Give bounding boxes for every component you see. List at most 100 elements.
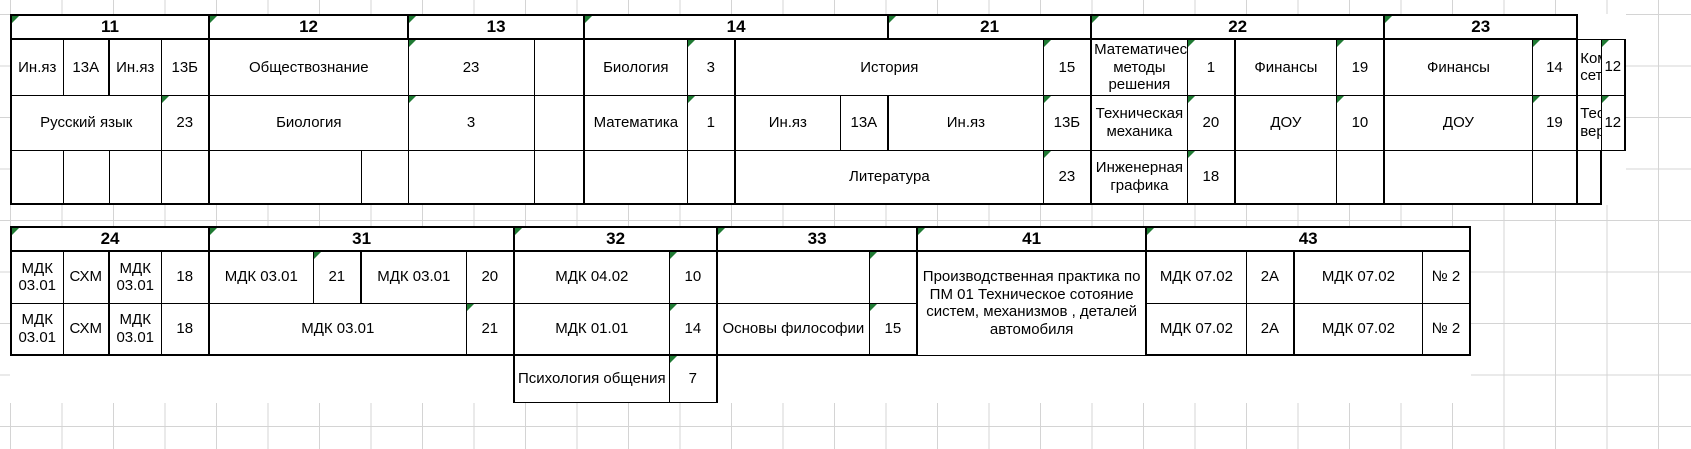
cell-empty[interactable] xyxy=(160,150,210,205)
cell-subject[interactable]: МДК 03.01 xyxy=(10,250,64,304)
cell-room[interactable]: 18 xyxy=(160,250,210,304)
cell-empty[interactable] xyxy=(208,150,362,205)
group-header-22[interactable]: 22 xyxy=(1090,13,1385,41)
cell-room[interactable]: 1 xyxy=(1186,38,1236,97)
cell-room[interactable]: 20 xyxy=(1186,95,1236,152)
cell-subject[interactable]: Финансы xyxy=(1383,38,1533,97)
cell-empty[interactable] xyxy=(1531,150,1578,205)
cell-room[interactable]: 7 xyxy=(668,354,719,403)
cell-room[interactable]: 10 xyxy=(668,250,718,304)
cell-room[interactable]: 20 xyxy=(465,250,515,304)
cell-subject[interactable]: Техническая механика xyxy=(1090,95,1188,152)
cell-room[interactable]: 1 xyxy=(686,95,736,152)
cell-subject[interactable]: Биология xyxy=(583,38,688,97)
cell-subject[interactable]: МДК 04.02 xyxy=(513,250,670,304)
cell-subject[interactable]: МДК 07.02 xyxy=(1293,302,1423,357)
cell-room[interactable]: 14 xyxy=(668,302,718,357)
cell-subject[interactable]: История xyxy=(734,38,1044,97)
cell-room[interactable]: 3 xyxy=(407,95,535,152)
schedule-table-bottom[interactable]: 24 31 32 33 41 43 МДК 03.01 СХМ МДК 03.0… xyxy=(9,225,1472,403)
cell-subject[interactable]: МДК 03.01 xyxy=(208,250,314,304)
group-header-43[interactable]: 43 xyxy=(1145,225,1472,253)
cell-subject[interactable]: Компьютерные сети xyxy=(1576,38,1602,97)
cell-subject[interactable]: Математика xyxy=(583,95,688,152)
cell-subject[interactable]: МДК 03.01 xyxy=(10,302,64,357)
cell-empty[interactable] xyxy=(533,150,585,205)
cell-subject[interactable]: Биология xyxy=(208,95,409,152)
cell-subject[interactable]: ДОУ xyxy=(1234,95,1337,152)
cell-room[interactable]: 13А xyxy=(839,95,889,152)
cell-subject[interactable]: Ин.яз xyxy=(108,38,162,97)
cell-room[interactable]: № 2 xyxy=(1421,302,1472,357)
group-header-32[interactable]: 32 xyxy=(513,225,718,253)
cell-empty[interactable] xyxy=(108,150,162,205)
group-header-12[interactable]: 12 xyxy=(208,13,409,41)
cell-room[interactable]: СХМ xyxy=(62,302,110,357)
group-header-23[interactable]: 23 xyxy=(1383,13,1579,41)
cell-empty[interactable] xyxy=(407,150,535,205)
cell-room[interactable]: 10 xyxy=(1335,95,1385,152)
cell-room[interactable]: 21 xyxy=(312,250,362,304)
cell-subject[interactable]: Литература xyxy=(734,150,1044,205)
cell-subject[interactable]: Математические методы решения xyxy=(1090,38,1188,97)
cell-subject[interactable]: МДК 07.02 xyxy=(1145,302,1247,357)
cell-subject[interactable]: МДК 03.01 xyxy=(108,302,162,357)
cell-empty[interactable] xyxy=(583,150,688,205)
group-header-13[interactable]: 13 xyxy=(407,13,585,41)
cell-subject[interactable]: Русский язык xyxy=(10,95,162,152)
cell-room[interactable]: 14 xyxy=(1531,38,1578,97)
cell-empty[interactable] xyxy=(360,150,409,205)
cell-room[interactable]: 23 xyxy=(1042,150,1092,205)
cell-room[interactable]: № 2 xyxy=(1421,250,1472,304)
cell-empty[interactable] xyxy=(1383,150,1533,205)
cell-empty[interactable] xyxy=(10,150,64,205)
cell-empty[interactable] xyxy=(1576,150,1603,205)
cell-subject[interactable]: Ин.яз xyxy=(887,95,1044,152)
cell-room[interactable]: 19 xyxy=(1335,38,1385,97)
cell-room[interactable]: 23 xyxy=(407,38,535,97)
cell-subject[interactable]: Психология общения xyxy=(513,354,670,403)
cell-subject[interactable]: МДК 03.01 xyxy=(208,302,467,357)
cell-room[interactable]: 12 xyxy=(1600,38,1626,97)
cell-empty[interactable] xyxy=(686,150,736,205)
cell-room[interactable]: 13А xyxy=(62,38,110,97)
cell-room[interactable]: 12 xyxy=(1600,95,1626,152)
cell-room[interactable]: 13Б xyxy=(160,38,210,97)
cell-room[interactable]: СХМ xyxy=(62,250,110,304)
group-header-24[interactable]: 24 xyxy=(9,225,210,253)
cell-empty[interactable] xyxy=(62,150,110,205)
cell-empty[interactable] xyxy=(1234,150,1337,205)
cell-empty[interactable] xyxy=(868,250,918,304)
group-header-41[interactable]: 41 xyxy=(916,225,1147,253)
group-header-21[interactable]: 21 xyxy=(887,13,1092,41)
cell-room[interactable]: 19 xyxy=(1531,95,1578,152)
cell-subject[interactable]: Ин.яз xyxy=(734,95,841,152)
cell-room[interactable]: 18 xyxy=(1186,150,1236,205)
cell-subject[interactable]: МДК 01.01 xyxy=(513,302,670,357)
cell-room[interactable]: 2А xyxy=(1245,302,1295,357)
cell-empty[interactable] xyxy=(716,250,870,304)
cell-subject[interactable]: Инженерная графика xyxy=(1090,150,1188,205)
cell-room[interactable]: 2А xyxy=(1245,250,1295,304)
group-header-14[interactable]: 14 xyxy=(583,13,889,41)
cell-subject[interactable]: Основы философии xyxy=(716,302,870,357)
cell-subject[interactable]: Ин.яз xyxy=(10,38,64,97)
cell-room[interactable]: 13Б xyxy=(1042,95,1092,152)
cell-room[interactable]: 23 xyxy=(160,95,210,152)
cell-room[interactable]: 18 xyxy=(160,302,210,357)
group-header-11[interactable]: 11 xyxy=(9,13,210,41)
schedule-table-top[interactable]: 11 12 13 14 21 22 23 Ин.яз 13А Ин.яз 13Б… xyxy=(9,13,1626,205)
cell-subject[interactable]: МДК 07.02 xyxy=(1145,250,1247,304)
cell-subject[interactable]: МДК 03.01 xyxy=(108,250,162,304)
cell-room[interactable]: 3 xyxy=(686,38,736,97)
group-header-33[interactable]: 33 xyxy=(716,225,918,253)
group-header-31[interactable]: 31 xyxy=(208,225,515,253)
cell-subject[interactable]: Финансы xyxy=(1234,38,1337,97)
cell-subject[interactable]: Теория вероятностей xyxy=(1576,95,1602,152)
cell-empty[interactable] xyxy=(1335,150,1385,205)
cell-room[interactable]: 15 xyxy=(1042,38,1092,97)
cell-subject[interactable]: МДК 07.02 xyxy=(1293,250,1423,304)
cell-subject-practice[interactable]: Производственная практика по ПМ 01 Техни… xyxy=(916,250,1147,356)
cell-subject[interactable]: Обществознание xyxy=(208,38,409,97)
cell-subject[interactable]: МДК 03.01 xyxy=(360,250,467,304)
